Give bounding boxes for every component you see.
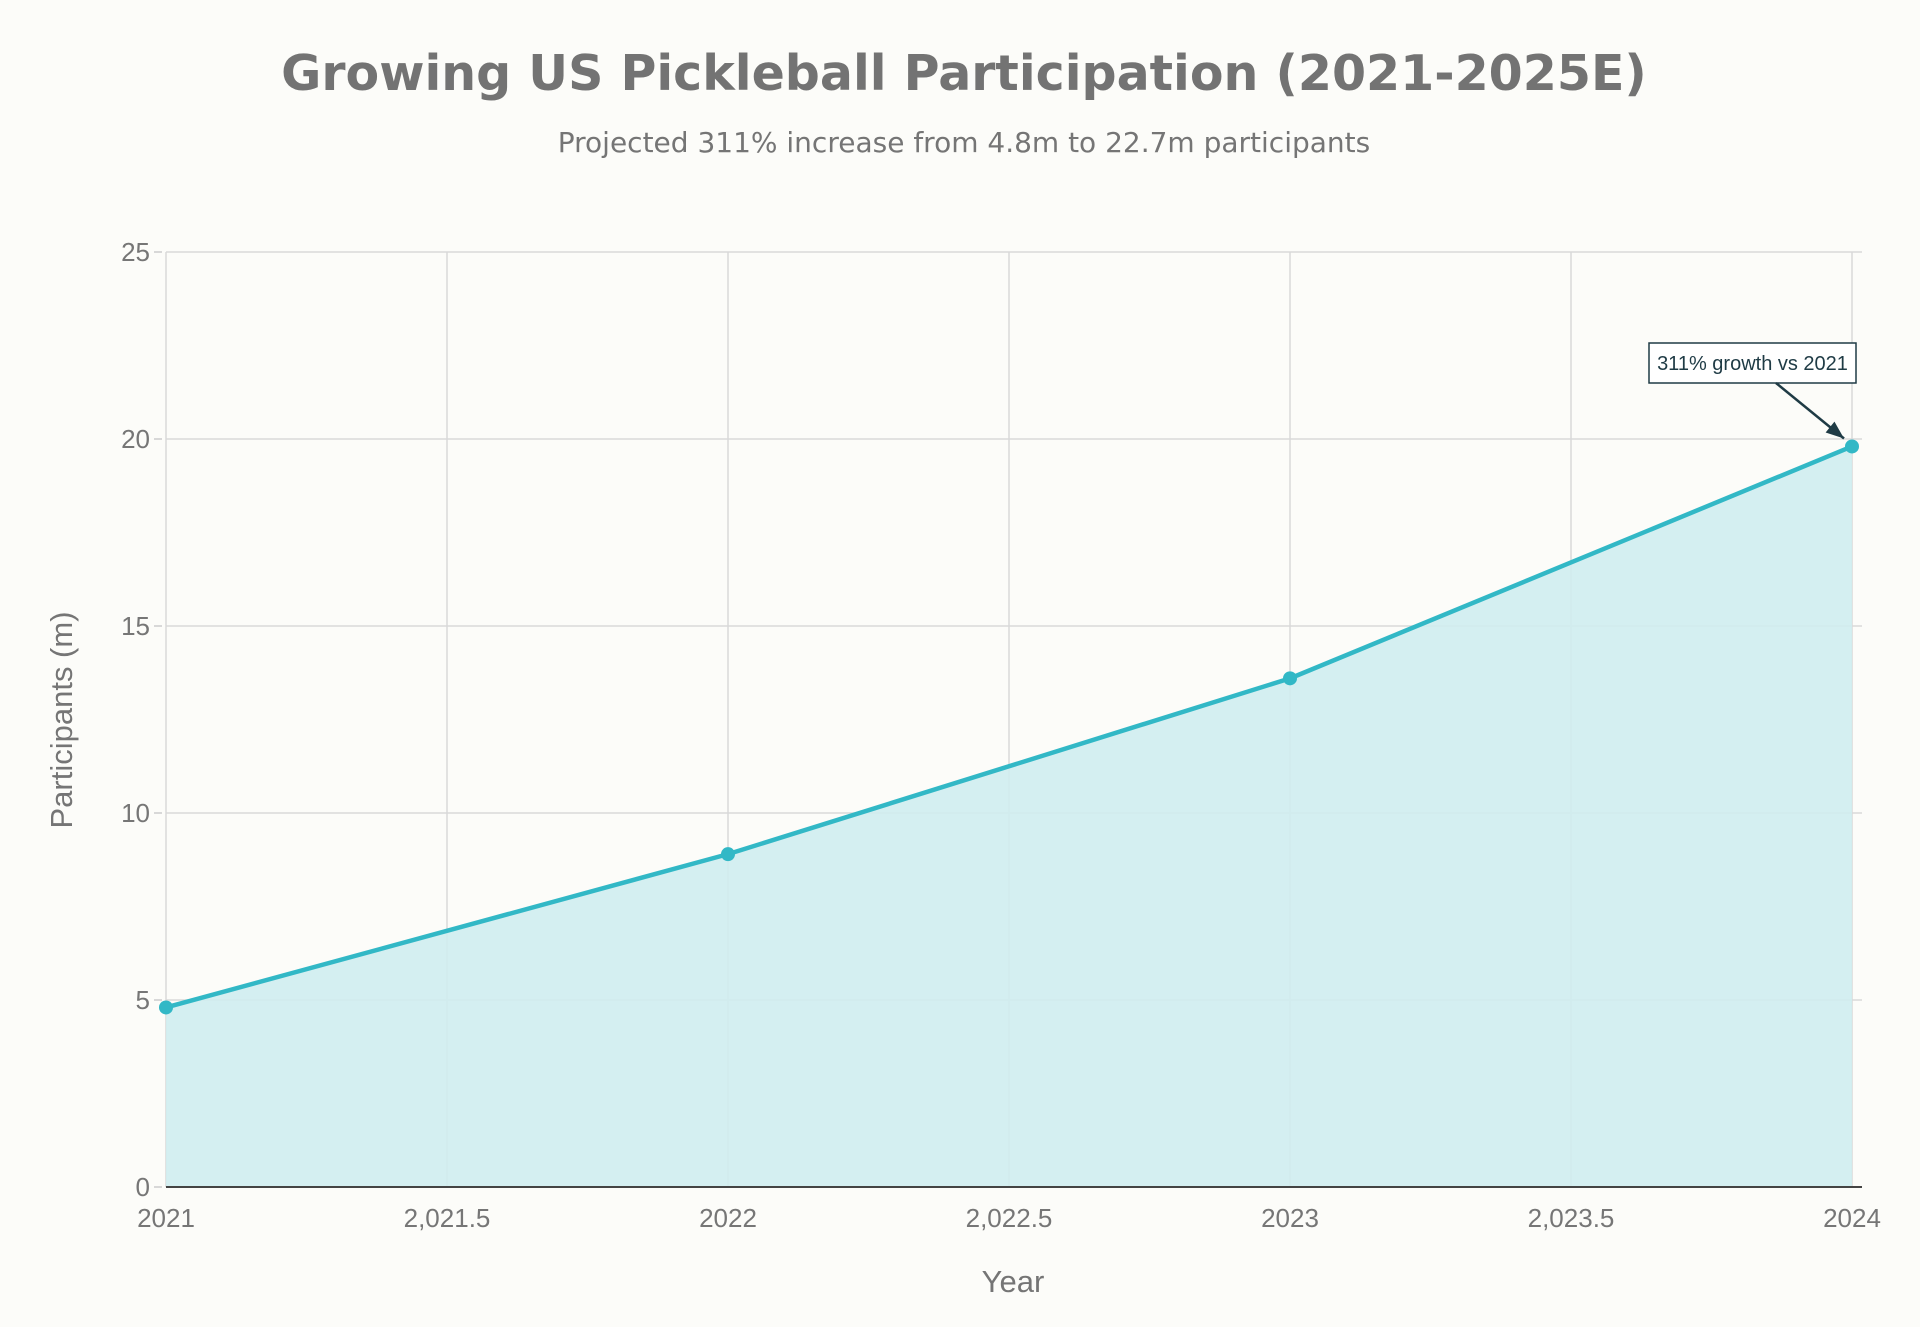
y-axis-title: Participants (m) xyxy=(44,611,79,828)
x-tick-label: 2,023.5 xyxy=(1528,1203,1615,1233)
y-tick-label: 25 xyxy=(121,237,150,267)
data-point-2022 xyxy=(721,847,735,862)
annotation-box xyxy=(1648,342,1857,384)
x-tick-label: 2,022.5 xyxy=(966,1203,1053,1233)
plot-area xyxy=(166,446,1852,1188)
x-tick-label: 2024 xyxy=(1823,1203,1881,1233)
x-axis-title: Year xyxy=(982,1264,1045,1299)
data-points xyxy=(159,439,1859,1015)
y-tick-label: 5 xyxy=(136,985,150,1015)
series-area xyxy=(166,446,1852,1188)
data-point-2021 xyxy=(159,1000,173,1015)
data-point-2023 xyxy=(1283,671,1297,686)
annotations: 311% growth vs 2021 xyxy=(1648,342,1857,440)
chart-subtitle: Projected 311% increase from 4.8m to 22.… xyxy=(558,126,1370,159)
x-tick-label: 2,021.5 xyxy=(404,1203,491,1233)
chart-title: Growing US Pickleball Participation (202… xyxy=(281,45,1647,102)
annotation-arrow-head xyxy=(1825,421,1844,439)
x-tick-label: 2022 xyxy=(699,1203,757,1233)
data-point-2024 xyxy=(1845,439,1859,454)
y-tick-label: 0 xyxy=(136,1172,150,1202)
y-tick-label: 10 xyxy=(121,798,150,828)
annotation-text: 311% growth vs 2021 xyxy=(1657,353,1848,375)
tick-labels: 0 5 10 15 20 25 2021 2,021.5 2022 2,022.5 2023 2,02… xyxy=(121,237,1881,1233)
x-tick-label: 2021 xyxy=(137,1203,195,1233)
y-tick-label: 20 xyxy=(121,424,150,454)
series-line xyxy=(165,444,1853,1010)
y-tick-label: 15 xyxy=(121,611,150,641)
x-tick-label: 2023 xyxy=(1261,1203,1319,1233)
